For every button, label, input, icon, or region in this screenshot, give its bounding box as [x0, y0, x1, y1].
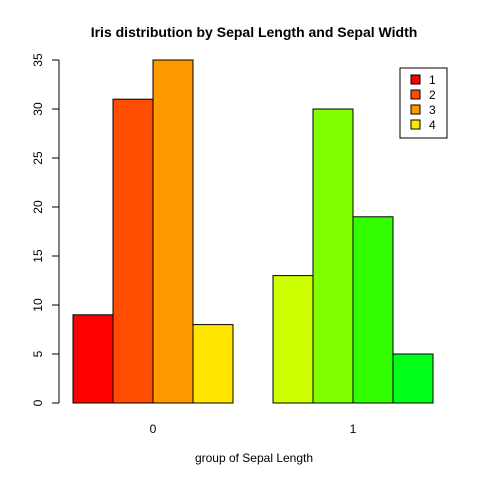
legend-label: 2	[429, 88, 436, 102]
legend-swatch	[410, 74, 421, 85]
x-tick-label: 1	[350, 422, 357, 436]
bar-0-3	[152, 59, 194, 404]
bar-1-2	[312, 108, 354, 404]
y-tick-label: 10	[31, 298, 45, 312]
y-tick-label: 35	[31, 53, 45, 67]
x-tick-label: 0	[150, 422, 157, 436]
bar-1-1	[272, 275, 314, 404]
legend-swatch	[410, 89, 421, 100]
legend-label: 3	[429, 103, 436, 117]
legend-box	[399, 67, 448, 139]
y-tick-label: 25	[31, 151, 45, 165]
x-axis-label: group of Sepal Length	[195, 451, 313, 465]
bar-1-4	[392, 353, 434, 404]
bar-0-2	[112, 98, 154, 404]
legend-swatch	[410, 119, 421, 130]
bar-0-1	[72, 314, 114, 404]
y-tick-label: 20	[31, 200, 45, 214]
chart-title: Iris distribution by Sepal Length and Se…	[91, 24, 418, 40]
y-tick-label: 15	[31, 249, 45, 263]
bars	[72, 59, 434, 404]
y-tick-label: 0	[31, 399, 45, 406]
bar-0-4	[192, 324, 234, 404]
legend-label: 1	[429, 73, 436, 87]
y-tick-label: 30	[31, 102, 45, 116]
y-axis: 0 5 10 15 20 25 30 35	[31, 53, 60, 406]
legend-label: 4	[429, 118, 436, 132]
y-tick-label: 5	[31, 350, 45, 357]
legend-swatch	[410, 104, 421, 115]
bar-1-3	[352, 216, 394, 404]
